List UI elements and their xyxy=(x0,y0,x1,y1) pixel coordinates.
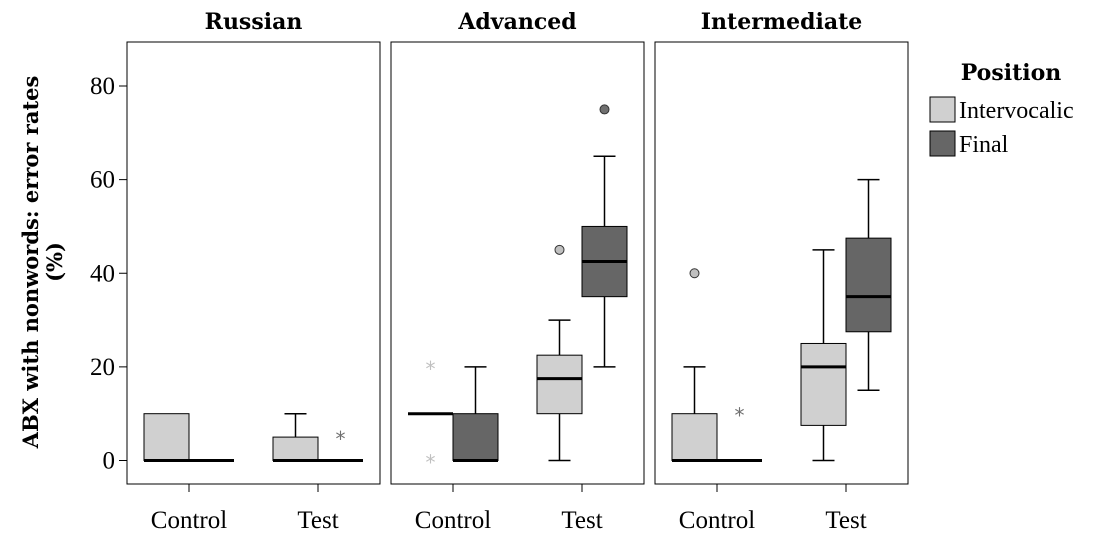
box-control-intervocalic: ** xyxy=(408,357,453,475)
legend-swatch xyxy=(929,96,956,123)
box-body xyxy=(800,342,847,426)
panel-intermediate: Intermediate Control Test * xyxy=(654,9,909,534)
y-axis-title-line2: (%) xyxy=(42,242,67,282)
y-tick-label: 40 xyxy=(90,260,115,287)
panel-russian: Russian Control Test * xyxy=(126,9,381,534)
x-tick-label: Test xyxy=(297,507,338,534)
x-tick-label: Control xyxy=(679,507,755,534)
panel-title: Advanced xyxy=(457,9,576,35)
y-axis: 0 20 40 60 80 xyxy=(90,73,128,484)
x-tick-label: Test xyxy=(825,507,866,534)
legend-item-final: Final xyxy=(929,130,1009,158)
legend-label: Final xyxy=(959,132,1009,158)
legend-swatch xyxy=(929,130,956,157)
box-test-final xyxy=(845,178,892,392)
box-body xyxy=(143,413,190,461)
box-control-final xyxy=(452,366,499,462)
extreme-point: * xyxy=(735,404,745,428)
outlier-point xyxy=(689,268,700,279)
box-body xyxy=(452,413,499,461)
panel-title: Russian xyxy=(205,9,303,35)
extreme-point: * xyxy=(336,427,346,451)
panel-frame xyxy=(126,41,381,485)
y-tick-label: 20 xyxy=(90,354,115,381)
box-body xyxy=(845,237,892,333)
box-body xyxy=(671,413,718,461)
outlier-point xyxy=(599,104,610,115)
box-test-intervocalic xyxy=(800,249,847,462)
panel-title: Intermediate xyxy=(701,9,862,35)
y-tick-label: 60 xyxy=(90,167,115,194)
box-control-intervocalic xyxy=(671,268,718,462)
box-body xyxy=(536,354,583,415)
box-test-intervocalic xyxy=(536,244,583,462)
box-body xyxy=(272,436,319,461)
box-control-intervocalic xyxy=(143,413,190,462)
y-tick-label: 80 xyxy=(90,73,115,100)
x-tick-label: Control xyxy=(151,507,227,534)
y-axis-title-line1: ABX with nonwords: error rates xyxy=(18,76,43,450)
box-control-final: * xyxy=(717,404,762,462)
x-tick-label: Test xyxy=(561,507,602,534)
legend-item-intervocalic: Intervocalic xyxy=(929,96,1074,124)
legend: Position Intervocalic Final xyxy=(929,60,1074,158)
outlier-point xyxy=(554,244,565,255)
x-tick-label: Control xyxy=(415,507,491,534)
box-test-intervocalic xyxy=(272,412,319,462)
extreme-point: * xyxy=(426,357,436,381)
legend-title: Position xyxy=(961,60,1062,86)
box-test-final: * xyxy=(318,427,363,462)
y-tick-label: 0 xyxy=(103,448,116,475)
extreme-point: * xyxy=(426,451,436,475)
box-test-final xyxy=(581,104,628,368)
legend-label: Intervocalic xyxy=(959,98,1074,124)
